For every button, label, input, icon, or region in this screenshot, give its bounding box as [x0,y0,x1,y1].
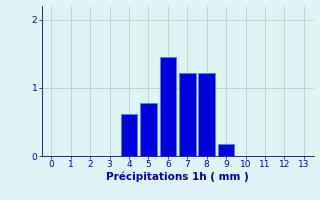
Bar [179,73,196,156]
Bar [121,114,137,156]
Bar [198,73,215,156]
Bar [160,57,176,156]
Bar [218,144,235,156]
X-axis label: Précipitations 1h ( mm ): Précipitations 1h ( mm ) [106,172,249,182]
Bar [140,103,157,156]
